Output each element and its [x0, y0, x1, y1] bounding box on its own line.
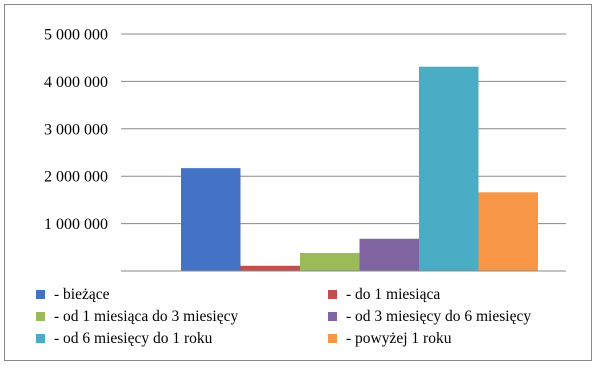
- legend-item: - powyżej 1 roku: [328, 328, 451, 350]
- legend-swatch: [36, 311, 45, 321]
- bar: [181, 168, 241, 271]
- legend-swatch: [328, 311, 337, 321]
- y-tick-label: 1 000 000: [44, 216, 108, 233]
- y-tick-label: 5 000 000: [44, 27, 108, 44]
- legend-label: - bieżące: [54, 286, 110, 303]
- bar: [478, 192, 538, 271]
- y-tick-label: 4 000 000: [44, 74, 108, 91]
- y-axis-tick-labels: 1 000 000 2 000 000 3 000 000 4 000 000 5 00…: [44, 27, 108, 234]
- legend-label: - od 3 miesięcy do 6 miesięcy: [346, 308, 532, 325]
- legend-label: - od 1 miesiąca do 3 miesięcy: [54, 308, 239, 325]
- bars: [181, 66, 538, 272]
- bar: [359, 238, 419, 271]
- legend-swatch: [328, 289, 337, 299]
- legend-item: - od 1 miesiąca do 3 miesięcy: [36, 306, 238, 328]
- legend-label: - powyżej 1 roku: [346, 330, 452, 347]
- legend-label: - od 6 miesięcy do 1 roku: [54, 330, 213, 347]
- bar: [300, 252, 360, 271]
- y-tick-label: 3 000 000: [44, 121, 108, 138]
- chart-frame: [4, 4, 592, 361]
- legend-swatch: [36, 289, 45, 299]
- bar: [419, 66, 479, 272]
- legend-item: - bieżące: [36, 284, 110, 306]
- legend-item: - od 6 miesięcy do 1 roku: [36, 328, 212, 350]
- bar: [240, 265, 300, 271]
- y-tick-label: 2 000 000: [44, 169, 108, 186]
- legend-swatch: [328, 333, 337, 343]
- legend-item: - od 3 miesięcy do 6 miesięcy: [328, 306, 531, 328]
- legend-label: - do 1 miesiąca: [346, 286, 441, 303]
- legend-swatch: [36, 333, 45, 343]
- legend-item: - do 1 miesiąca: [328, 284, 440, 306]
